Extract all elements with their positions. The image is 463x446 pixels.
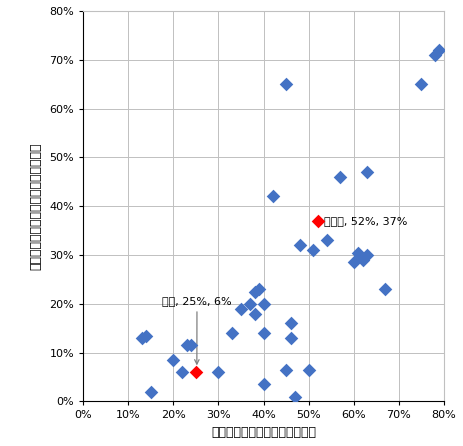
Point [147,388,155,395]
Point [323,237,330,244]
Point [314,217,321,224]
Text: 日本, 25%, 6%: 日本, 25%, 6% [162,296,232,364]
Point [138,334,145,342]
Point [282,81,290,88]
Point [363,169,371,176]
Point [337,173,344,181]
Point [287,320,294,327]
Point [282,366,290,373]
Point [183,342,191,349]
Point [418,81,425,88]
Point [296,242,303,249]
Point [188,342,195,349]
Point [260,330,267,337]
Point [251,310,258,317]
Point [363,252,371,259]
Point [350,259,357,266]
Text: 全省庁, 52%, 37%: 全省庁, 52%, 37% [324,216,408,226]
Point [382,285,389,293]
Point [260,381,267,388]
Point [228,330,236,337]
Point [359,256,366,264]
Point [436,46,443,54]
Point [192,368,200,376]
Point [291,393,299,400]
Point [237,305,244,312]
Y-axis label: 課長補佐以上に占める女性職員の割合: 課長補佐以上に占める女性職員の割合 [30,142,43,270]
Point [269,193,276,200]
Point [305,366,312,373]
Point [143,332,150,339]
Point [354,249,362,256]
Point [215,368,222,376]
Point [251,288,258,295]
Point [309,247,317,254]
Point [287,334,294,342]
Point [170,356,177,363]
Point [179,368,186,376]
X-axis label: 全職員に占める女性職員の割合: 全職員に占める女性職員の割合 [211,426,316,439]
Point [431,51,438,58]
Point [260,300,267,307]
Point [246,300,254,307]
Point [255,285,263,293]
